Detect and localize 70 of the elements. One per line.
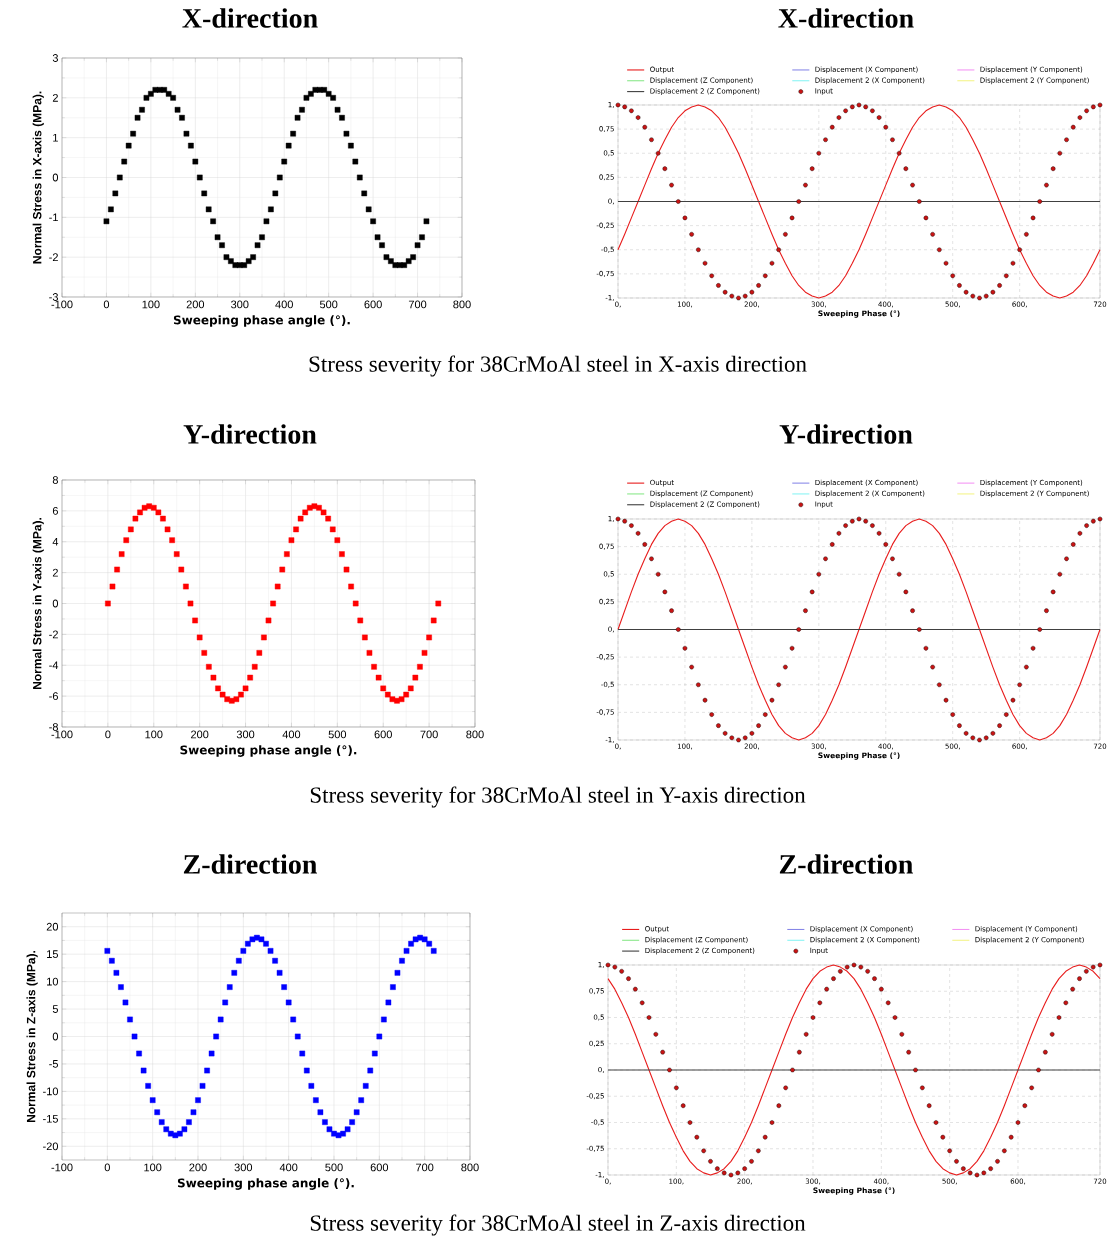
x-tick-label: 100: [142, 300, 160, 309]
y-axis-title: Normal Stress in Y-axis (MPa).: [32, 517, 44, 690]
y-tick-label: -8: [49, 723, 58, 731]
y-tick-label: -1: [49, 213, 58, 222]
x-tick-label: 500: [325, 1163, 343, 1172]
y-tick-label: 0: [52, 599, 59, 608]
y-axis-title: Normal Stress in X-axis (MPa).: [32, 91, 44, 264]
y-tick-label: -2: [49, 630, 58, 639]
y-tick-label: -2: [49, 253, 58, 261]
x-axis-title: Sweeping phase angle (°).: [173, 315, 350, 327]
x-axis-title: Sweeping phase angle (°).: [177, 1178, 354, 1190]
x-tick-label: 0: [104, 1163, 110, 1172]
x-tick-label: 400: [275, 300, 293, 309]
text: Stress severity for 38CrMoAl steel in Z-axis direction: [310, 1214, 806, 1236]
y-tick-label: -3: [49, 293, 58, 301]
text: Stress severity for 38CrMoAl steel in X-axis direction: [309, 355, 807, 377]
x-tick-label: 300: [236, 730, 255, 739]
text: Stress severity for 38CrMoAl steel in Y-axis direction: [310, 786, 806, 808]
x-tick-label: 800: [453, 300, 471, 309]
chart-title: Z-direction: [183, 854, 317, 874]
chart-title: X-direction: [778, 8, 914, 28]
x-tick-label: 100: [144, 1163, 162, 1172]
x-tick-label: 600: [364, 300, 382, 309]
x-tick-label: 0: [105, 730, 111, 739]
y-tick-label: -5: [49, 1060, 58, 1068]
x-axis-title: Sweeping phase angle (°).: [180, 745, 357, 757]
y-tick-label: 4: [52, 537, 59, 546]
x-tick-label: 200: [189, 1163, 207, 1172]
y-tick-label: 8: [52, 476, 58, 484]
chart-title: Z-direction: [779, 854, 913, 874]
x-tick-label: -100: [51, 300, 73, 309]
y-tick-label: 15: [47, 950, 58, 959]
chart-title: Y-direction: [183, 424, 317, 444]
x-tick-label: 200: [186, 300, 205, 309]
x-tick-label: -100: [51, 730, 73, 739]
y-axis-title: Normal Stress in Z-axis (MPa).: [26, 950, 38, 1123]
x-tick-label: 600: [374, 730, 392, 739]
y-tick-label: 1: [53, 133, 58, 142]
y-tick-label: 6: [52, 506, 58, 515]
x-tick-label: 500: [328, 730, 347, 739]
x-tick-label: 500: [319, 300, 338, 309]
x-tick-label: 300: [231, 300, 249, 309]
x-tick-label: 0: [103, 300, 110, 309]
y-tick-label: -6: [49, 692, 58, 701]
chart-title: X-direction: [182, 8, 318, 28]
y-tick-label: -10: [43, 1087, 59, 1096]
y-tick-label: 0: [52, 173, 59, 182]
y-tick-label: 3: [52, 54, 58, 62]
y-tick-label: -4: [49, 661, 59, 670]
x-tick-label: 400: [282, 730, 301, 739]
y-tick-label: 5: [52, 1005, 58, 1013]
x-tick-label: -100: [51, 1163, 73, 1172]
y-tick-label: 20: [46, 922, 59, 931]
x-tick-label: 400: [279, 1163, 298, 1172]
y-tick-label: 2: [52, 94, 58, 102]
y-tick-label: 10: [47, 977, 59, 986]
chart-title: Y-direction: [779, 424, 913, 444]
y-tick-label: -15: [43, 1115, 58, 1123]
x-tick-label: 700: [420, 730, 438, 739]
x-tick-label: 200: [191, 730, 209, 739]
x-tick-label: 300: [234, 1163, 253, 1172]
x-tick-label: 700: [416, 1163, 434, 1172]
y-tick-label: -20: [43, 1142, 59, 1151]
y-tick-label: 2: [52, 568, 58, 577]
x-tick-label: 800: [466, 730, 484, 739]
x-tick-label: 800: [461, 1163, 479, 1172]
x-tick-label: 600: [370, 1163, 389, 1172]
x-tick-label: 100: [145, 730, 163, 739]
y-tick-label: 0: [52, 1032, 59, 1041]
x-tick-label: 700: [408, 300, 427, 309]
